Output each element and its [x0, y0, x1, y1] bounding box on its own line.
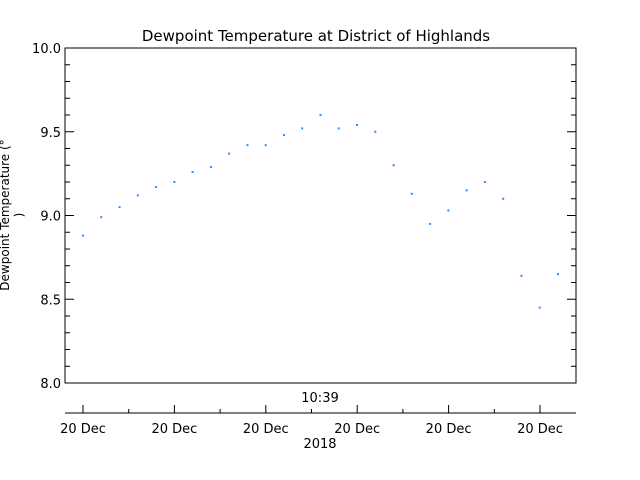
data-point: [118, 206, 121, 209]
data-point: [136, 194, 139, 197]
y-axis-label: Dewpoint Temperature (° ): [0, 139, 26, 290]
plot-frame: [64, 47, 577, 384]
data-point: [465, 189, 468, 192]
data-points: [82, 114, 559, 309]
data-point: [337, 127, 340, 130]
data-point: [100, 216, 103, 219]
y-tick-label: 8.5: [40, 293, 61, 308]
y-axis-label-line2: ): [12, 213, 26, 218]
data-point: [82, 234, 84, 237]
data-point: [319, 114, 322, 116]
chart-title: Dewpoint Temperature at District of High…: [142, 27, 490, 45]
y-axis-label-line1: Dewpoint Temperature (°: [0, 139, 12, 290]
data-point: [483, 181, 486, 183]
data-point: [520, 274, 523, 277]
data-point: [301, 127, 304, 130]
data-point: [447, 209, 450, 212]
data-point: [557, 273, 559, 276]
data-point: [538, 306, 541, 309]
data-point: [374, 130, 377, 133]
x-tick-label: 20 Dec: [60, 422, 106, 437]
data-point: [264, 144, 267, 147]
x-tick-label: 20 Dec: [334, 422, 380, 437]
data-point: [429, 222, 432, 225]
data-point: [209, 165, 212, 168]
x-tick-label: 20 Dec: [517, 422, 563, 437]
y-tick-label: 9.5: [40, 126, 61, 141]
data-point: [392, 164, 395, 167]
data-point: [502, 197, 505, 200]
y-tick-label: 9.0: [40, 210, 61, 225]
y-axis-ticks: 8.0 8.5 9.0 9.5 10.0: [32, 42, 576, 392]
x-tick-label: 20 Dec: [243, 422, 289, 437]
data-point: [410, 192, 413, 195]
x-tick-label: 20 Dec: [426, 422, 472, 437]
time-label: 10:39: [301, 391, 338, 406]
x-tick-label: 20 Dec: [151, 422, 197, 437]
data-point: [155, 186, 158, 189]
data-point: [246, 144, 249, 147]
data-point: [356, 124, 359, 127]
data-point: [173, 181, 176, 183]
year-label: 2018: [303, 437, 336, 452]
data-point: [191, 170, 194, 173]
y-tick-label: 8.0: [40, 377, 61, 392]
y-tick-label: 10.0: [32, 42, 61, 57]
data-point: [228, 152, 231, 155]
x-axis-ticks: 20 Dec 20 Dec 20 Dec 20 Dec 20 Dec 20 Dec: [60, 405, 563, 437]
data-point: [282, 134, 285, 137]
